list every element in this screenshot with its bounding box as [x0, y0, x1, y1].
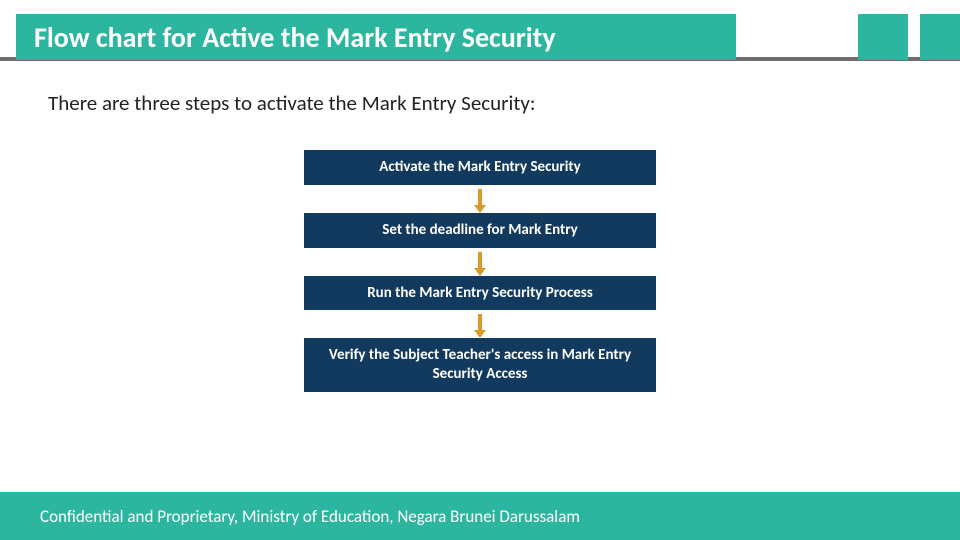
flow-step-1: Activate the Mark Entry Security — [304, 150, 656, 185]
flow-step-4: Verify the Subject Teacher's access in M… — [304, 338, 656, 392]
intro-text: There are three steps to activate the Ma… — [48, 90, 535, 116]
footer-band: Confidential and Proprietary, Ministry o… — [0, 492, 960, 540]
flow-step-3: Run the Mark Entry Security Process — [304, 276, 656, 311]
slide: Flow chart for Active the Mark Entry Sec… — [0, 0, 960, 540]
flow-arrow-1-wrap — [0, 185, 960, 213]
arrow-down-icon — [478, 314, 482, 332]
flowchart: Activate the Mark Entry Security Set the… — [0, 150, 960, 392]
arrow-down-icon — [478, 189, 482, 207]
footer-text: Confidential and Proprietary, Ministry o… — [40, 506, 580, 527]
arrow-down-icon — [478, 252, 482, 270]
flow-arrow-2-wrap — [0, 248, 960, 276]
header-accent-block-1 — [858, 14, 908, 60]
page-title: Flow chart for Active the Mark Entry Sec… — [16, 14, 584, 60]
header-accent-block-2 — [920, 14, 960, 60]
flow-arrow-3-wrap — [0, 310, 960, 338]
flow-step-2: Set the deadline for Mark Entry — [304, 213, 656, 248]
header-band: Flow chart for Active the Mark Entry Sec… — [0, 14, 960, 60]
